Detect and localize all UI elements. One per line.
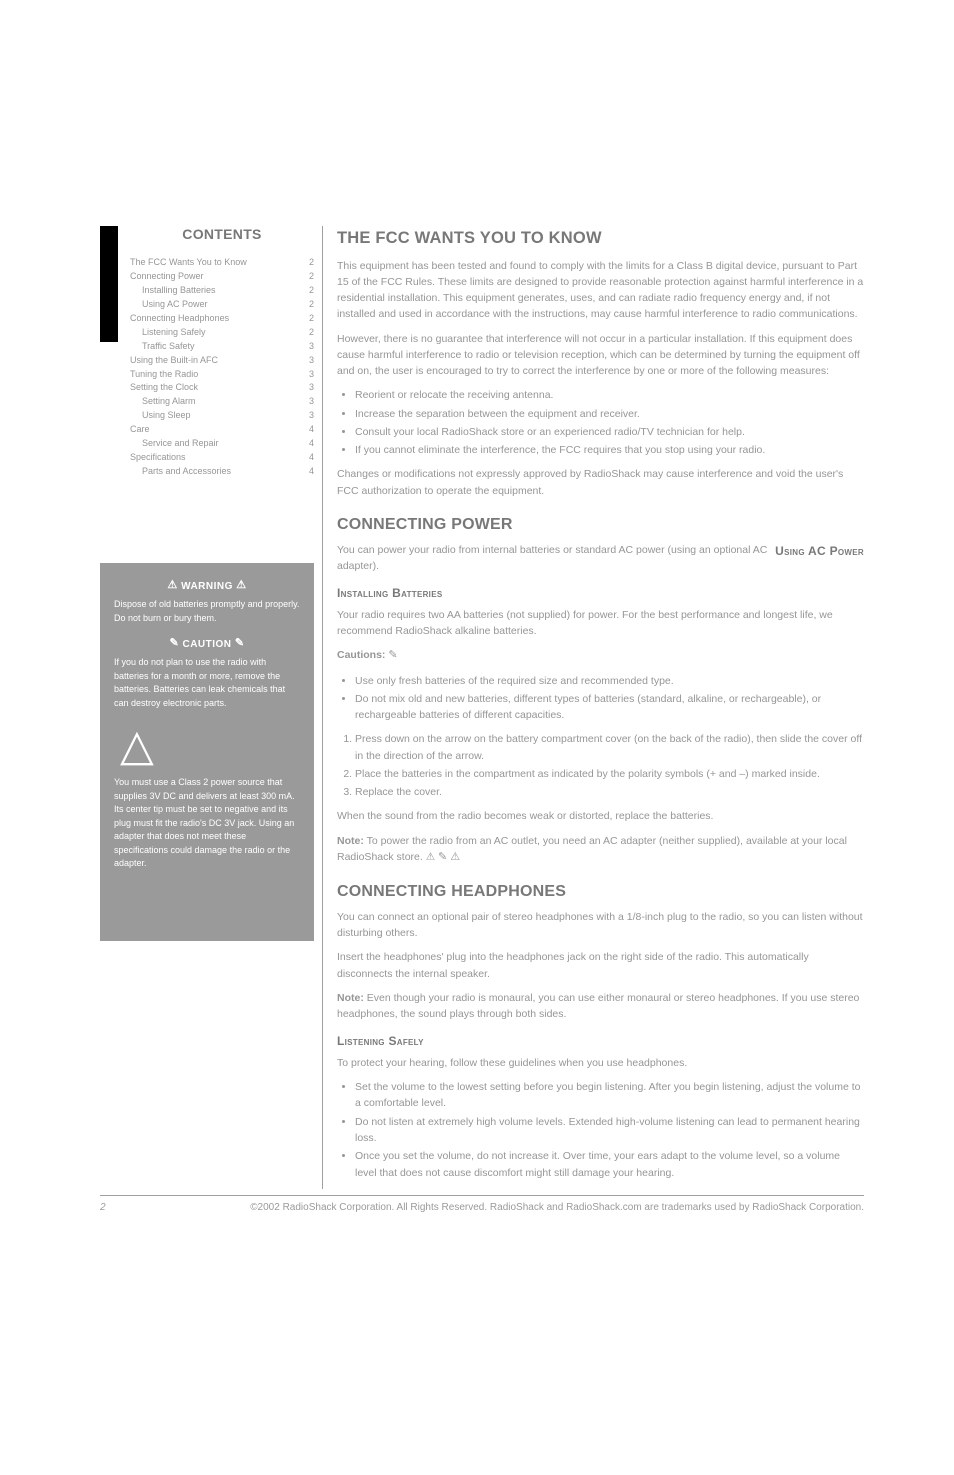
caution-triangle-icon: △: [120, 724, 300, 768]
page-container: CONTENTS The FCC Wants You to Know2 Conn…: [0, 0, 954, 1249]
main-column: THE FCC WANTS YOU TO KNOW This equipment…: [322, 226, 864, 1189]
toc-row: Specifications4: [130, 451, 314, 465]
listening-list: Set the volume to the lowest setting bef…: [337, 1079, 864, 1181]
list-item: Press down on the arrow on the battery c…: [355, 731, 864, 764]
batteries-steps-list: Press down on the arrow on the battery c…: [337, 731, 864, 800]
batteries-paragraph: When the sound from the radio becomes we…: [337, 808, 864, 824]
toc-row: Using Sleep3: [130, 409, 314, 423]
listening-safely-heading: Listening Safely: [337, 1032, 864, 1051]
toc-row: Setting Alarm3: [130, 395, 314, 409]
list-item: Do not listen at extremely high volume l…: [355, 1114, 864, 1147]
page-footer: 2 ©2002 RadioShack Corporation. All Righ…: [100, 1195, 864, 1213]
list-item: Reorient or relocate the receiving anten…: [355, 387, 864, 403]
batteries-caution-line: Cautions: ✎: [337, 647, 864, 664]
toc-row: Using AC Power2: [130, 298, 314, 312]
headphones-paragraph: You can connect an optional pair of ster…: [337, 909, 864, 942]
toc-row: The FCC Wants You to Know2: [130, 256, 314, 270]
toc-row: Service and Repair4: [130, 437, 314, 451]
fcc-paragraph: This equipment has been tested and found…: [337, 258, 864, 323]
using-ac-power-heading: Using AC Power: [775, 542, 864, 561]
headphones-heading: CONNECTING HEADPHONES: [337, 880, 864, 905]
note-icon: ✎: [388, 649, 397, 661]
fcc-paragraph: Changes or modifications not expressly a…: [337, 466, 864, 499]
warning-caution-box: ⚠ WARNING ⚠ Dispose of old batteries pro…: [100, 563, 314, 941]
headphones-note: Note: Even though your radio is monaural…: [337, 990, 864, 1023]
listening-paragraph: To protect your hearing, follow these gu…: [337, 1055, 864, 1071]
note-icon: ✎: [169, 635, 179, 652]
list-item: Use only fresh batteries of the required…: [355, 673, 864, 689]
toc-row: Listening Safely2: [130, 326, 314, 340]
contents-heading: CONTENTS: [100, 226, 314, 242]
list-item: Do not mix old and new batteries, differ…: [355, 691, 864, 724]
warning-heading: ⚠ WARNING ⚠: [114, 577, 300, 594]
list-item: Set the volume to the lowest setting bef…: [355, 1079, 864, 1112]
note-icon: ✎: [438, 851, 447, 863]
headphones-paragraph: Insert the headphones' plug into the hea…: [337, 949, 864, 982]
batteries-note: Note: To power the radio from an AC outl…: [337, 833, 864, 866]
toc-row: Tuning the Radio3: [130, 368, 314, 382]
fcc-bullet-list: Reorient or relocate the receiving anten…: [337, 387, 864, 458]
fcc-paragraph: However, there is no guarantee that inte…: [337, 331, 864, 380]
warning-triangle-icon: ⚠: [167, 577, 177, 594]
contents-list: The FCC Wants You to Know2 Connecting Po…: [100, 256, 314, 479]
sidebar: CONTENTS The FCC Wants You to Know2 Conn…: [100, 226, 322, 1189]
connecting-power-heading: CONNECTING POWER: [337, 513, 864, 538]
installing-batteries-heading: Installing Batteries: [337, 584, 864, 603]
list-item: Replace the cover.: [355, 784, 864, 800]
batteries-caution-list: Use only fresh batteries of the required…: [337, 673, 864, 724]
warning-triangle-icon: ⚠: [450, 851, 460, 863]
list-item: Place the batteries in the compartment a…: [355, 766, 864, 782]
fcc-heading: THE FCC WANTS YOU TO KNOW: [337, 226, 864, 252]
note-icon: ✎: [235, 635, 245, 652]
toc-row: Connecting Power2: [130, 270, 314, 284]
toc-row: Parts and Accessories4: [130, 465, 314, 479]
warning-triangle-icon: ⚠: [236, 577, 246, 594]
page-indicator-bar: [100, 226, 118, 342]
list-item: If you cannot eliminate the interference…: [355, 442, 864, 458]
caution-text: You must use a Class 2 power source that…: [114, 776, 300, 871]
copyright-text: ©2002 RadioShack Corporation. All Rights…: [250, 1202, 864, 1213]
caution-heading: ✎ CAUTION ✎: [114, 635, 300, 652]
caution-text: If you do not plan to use the radio with…: [114, 656, 300, 710]
warning-text: Dispose of old batteries promptly and pr…: [114, 598, 300, 625]
list-item: Once you set the volume, do not increase…: [355, 1148, 864, 1181]
toc-row: Connecting Headphones2: [130, 312, 314, 326]
list-item: Consult your local RadioShack store or a…: [355, 424, 864, 440]
toc-row: Setting the Clock3: [130, 381, 314, 395]
page-number: 2: [100, 1202, 106, 1213]
toc-row: Care4: [130, 423, 314, 437]
list-item: Increase the separation between the equi…: [355, 406, 864, 422]
batteries-paragraph: Your radio requires two AA batteries (no…: [337, 607, 864, 640]
toc-row: Installing Batteries2: [130, 284, 314, 298]
toc-row: Traffic Safety3: [130, 340, 314, 354]
toc-row: Using the Built-in AFC3: [130, 354, 314, 368]
